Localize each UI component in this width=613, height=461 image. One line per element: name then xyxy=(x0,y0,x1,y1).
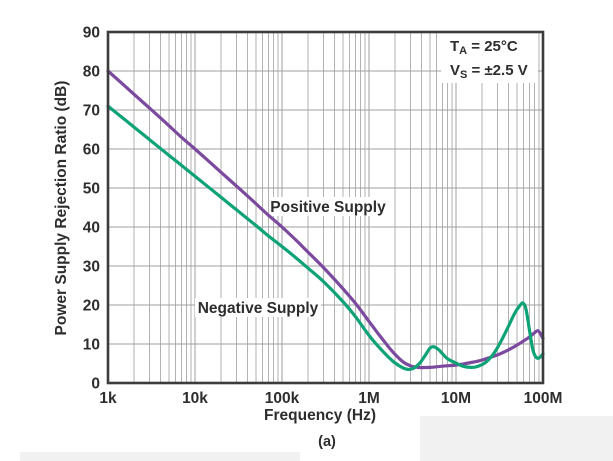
x-tick-label: 10M xyxy=(441,390,471,407)
positive-label-box xyxy=(269,197,387,216)
y-tick-label: 30 xyxy=(83,259,100,276)
x-tick-label: 10k xyxy=(182,390,208,407)
positive-supply-curve xyxy=(106,69,545,370)
x-axis-title: Frequency (Hz) xyxy=(264,407,376,424)
x-tick-label: 100k xyxy=(265,390,300,407)
annotation-line-2: VS = ±2.5 V xyxy=(450,62,528,81)
y-tick-label: 0 xyxy=(91,376,100,393)
y-tick-label: 60 xyxy=(83,142,100,159)
x-tick-label: 1k xyxy=(99,390,117,407)
y-tick-label: 70 xyxy=(83,103,100,120)
caption-backing xyxy=(300,400,420,461)
negative-label-box xyxy=(195,298,321,317)
y-tick-label: 10 xyxy=(83,337,100,354)
annotation-line-1: TA = 25°C xyxy=(450,38,518,57)
annotation-box xyxy=(441,33,538,83)
y-tick-labels: 0 10 20 30 40 50 60 70 80 90 xyxy=(83,25,100,393)
y-tick-label: 50 xyxy=(83,181,100,198)
y-tick-label: 80 xyxy=(83,64,100,81)
positive-supply-label: Positive Supply xyxy=(270,199,386,216)
negative-supply-label: Negative Supply xyxy=(198,300,319,317)
plot-frame xyxy=(106,30,545,385)
figure-caption: (a) xyxy=(318,434,336,450)
x-tick-label: 100M xyxy=(524,390,563,407)
y-tick-label: 40 xyxy=(83,220,100,237)
negative-supply-curve xyxy=(106,104,545,372)
y-tick-label: 20 xyxy=(83,298,100,315)
curves xyxy=(106,69,545,372)
x-tick-label: 1M xyxy=(358,390,380,407)
x-tick-labels: 1k 10k 100k 1M 10M 100M xyxy=(99,390,562,407)
y-tick-label: 90 xyxy=(83,25,100,42)
y-axis-title: Power Supply Rejection Ratio (dB) xyxy=(53,81,70,336)
